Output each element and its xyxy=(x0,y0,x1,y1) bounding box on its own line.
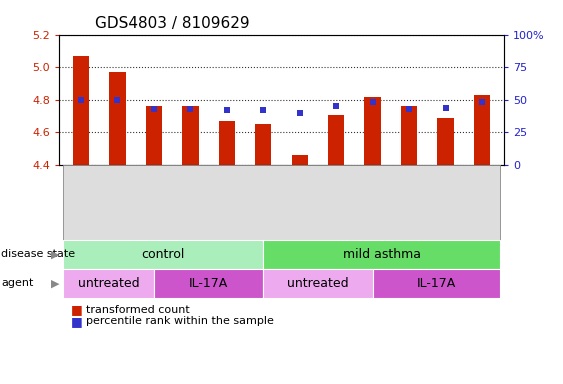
Bar xyxy=(255,124,271,384)
Bar xyxy=(146,106,162,384)
Point xyxy=(332,103,341,109)
Bar xyxy=(328,114,345,384)
Text: percentile rank within the sample: percentile rank within the sample xyxy=(86,316,274,326)
Text: transformed count: transformed count xyxy=(86,305,190,315)
Point xyxy=(77,97,86,103)
Text: mild asthma: mild asthma xyxy=(343,248,421,261)
Text: IL-17A: IL-17A xyxy=(417,277,456,290)
Text: untreated: untreated xyxy=(78,277,139,290)
Text: ▶: ▶ xyxy=(51,249,60,260)
Text: ■: ■ xyxy=(70,315,82,328)
Bar xyxy=(292,156,308,384)
Text: disease state: disease state xyxy=(1,249,75,260)
Bar xyxy=(73,56,89,384)
Text: untreated: untreated xyxy=(287,277,348,290)
Point xyxy=(186,106,195,112)
Point xyxy=(405,106,414,112)
Text: agent: agent xyxy=(1,278,34,288)
Point xyxy=(149,106,158,112)
Bar xyxy=(109,72,126,384)
Point xyxy=(113,97,122,103)
Bar xyxy=(437,118,454,384)
Bar xyxy=(401,106,417,384)
Text: IL-17A: IL-17A xyxy=(189,277,228,290)
Point xyxy=(259,107,268,113)
Text: control: control xyxy=(141,248,185,261)
Bar xyxy=(474,95,490,384)
Point xyxy=(368,99,377,106)
Text: ■: ■ xyxy=(70,303,82,316)
Point xyxy=(222,107,231,113)
Text: GDS4803 / 8109629: GDS4803 / 8109629 xyxy=(95,16,249,31)
Point xyxy=(477,99,486,106)
Point xyxy=(441,104,450,111)
Bar xyxy=(182,106,199,384)
Bar xyxy=(218,121,235,384)
Bar xyxy=(364,97,381,384)
Text: ▶: ▶ xyxy=(51,278,60,288)
Point xyxy=(295,110,304,116)
